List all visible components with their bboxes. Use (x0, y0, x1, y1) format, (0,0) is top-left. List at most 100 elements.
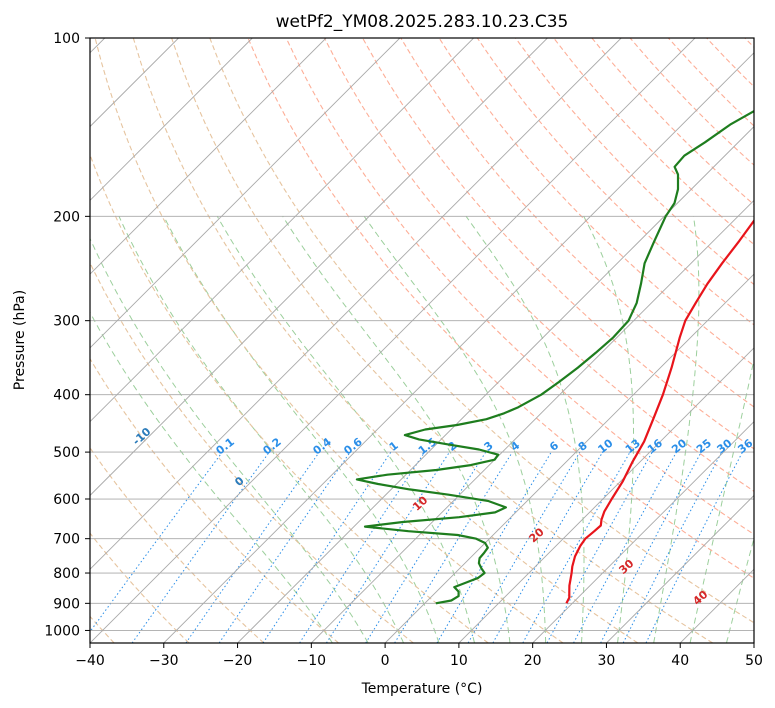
isotherm-line (606, 494, 754, 643)
isotherm-line (90, 38, 401, 349)
moist-adiabat-line (465, 216, 585, 643)
mixing-ratio-label: 36 (735, 436, 755, 456)
dry-adiabat-line (90, 532, 190, 643)
mixing-ratio-label: 30 (715, 436, 735, 456)
mixing-ratio-label: 6 (547, 439, 561, 454)
mixing-ratio-line (262, 451, 392, 643)
moist-adiabat-line (726, 536, 754, 643)
isotherms (90, 38, 754, 643)
mixing-ratio-line (131, 451, 270, 643)
isotherm-line (237, 125, 754, 643)
y-tick-label: 300 (53, 314, 80, 330)
x-tick-label: −20 (223, 653, 253, 669)
moist-adiabat-line (282, 216, 511, 643)
dry-adiabat-line (171, 38, 713, 643)
isotherm-line (532, 421, 754, 643)
isobars (90, 38, 754, 631)
mixing-ratio-label: 0.4 (310, 435, 334, 457)
mixing-ratio-label: 20 (669, 436, 689, 456)
dry-adiabat-line (438, 38, 754, 367)
y-tick-label: 900 (53, 596, 80, 612)
profiles (355, 109, 754, 605)
plot-frame (89, 37, 755, 644)
moist-adiabats (90, 216, 754, 643)
isotherm-line (753, 642, 754, 643)
mixing-ratio-line (90, 451, 223, 633)
dry-adiabat-line (132, 38, 639, 643)
moist-adiabat-label: 40 (690, 588, 710, 608)
isotherm-line (311, 199, 754, 643)
mixing-ratio-label: 0.1 (214, 435, 237, 457)
dry-adiabat-line (90, 357, 339, 643)
dry-adiabat-label: -30 (0, 370, 4, 393)
y-tick-label: 700 (53, 532, 80, 548)
isotherm-line (90, 38, 253, 201)
x-axis-ticks: −40 −30 −20 −10 0 10 20 30 40 50 (75, 643, 763, 669)
mixing-ratio-line (622, 451, 723, 643)
isotherm-line (90, 38, 622, 570)
y-tick-label: 100 (53, 31, 80, 47)
moist-adiabat-label: 30 (616, 557, 636, 577)
moist-adiabat-line (689, 357, 754, 643)
x-tick-label: 10 (450, 653, 468, 669)
dry-adiabat-line (90, 261, 414, 643)
mixing-ratio-line (645, 451, 743, 643)
dry-adiabat-line (667, 38, 754, 127)
dry-adiabat-line (744, 38, 754, 49)
dry-adiabat-line (94, 38, 564, 643)
isotherm-line (90, 38, 327, 275)
x-axis-label: Temperature (°C) (361, 681, 483, 697)
moist-adiabat-label: 20 (527, 525, 547, 545)
mixing-ratio-label: 8 (576, 439, 590, 454)
x-tick-label: 50 (745, 653, 763, 669)
moist-adiabat-line (118, 216, 405, 643)
mixing-ratio-line (573, 451, 677, 643)
y-tick-label: 600 (53, 492, 80, 508)
mixing-ratio-label: 10 (595, 436, 615, 456)
chart-title: wetPf2_YM08.2025.283.10.23.C35 (276, 12, 569, 32)
mixing-ratio-line (436, 451, 552, 643)
dry-adiabat-line (90, 153, 489, 643)
mixing-ratio-label: 0.2 (260, 435, 283, 457)
x-tick-label: 0 (381, 653, 390, 669)
moist-adiabat-label: 10 (410, 493, 430, 513)
isotherm-line (90, 38, 548, 497)
y-tick-label: 500 (53, 445, 80, 461)
moist-adiabat-line (163, 216, 440, 643)
dry-adiabat-line (706, 38, 754, 88)
mixing-ratio-line (394, 451, 513, 643)
mixing-ratio-label: 4 (508, 439, 522, 454)
dry-adiabat-label: -10 (130, 425, 154, 448)
mixing-ratio-line (600, 451, 702, 643)
mixing-ratio-lines (90, 451, 743, 643)
dry-adiabat-line (323, 38, 754, 492)
y-tick-label: 800 (53, 566, 80, 582)
moist-adiabat-line (90, 311, 333, 643)
isotherm-line (458, 347, 754, 643)
mixing-ratio-label: 1 (387, 439, 401, 454)
y-axis-ticks: 100 200 300 400 500 600 700 800 900 1000 (44, 31, 90, 639)
dewpoint-profile-line (355, 109, 754, 605)
isotherm-line (384, 273, 754, 643)
dry-adiabat-label: 0 (232, 474, 247, 489)
dry-adiabat-line (90, 446, 265, 643)
mixing-ratio-line (325, 451, 450, 643)
mixing-ratio-label: 25 (694, 437, 714, 457)
dry-adiabat-line (209, 38, 754, 624)
mixing-ratio-line (546, 451, 653, 643)
isotherm-line (90, 38, 696, 643)
dry-adiabat-line (362, 38, 754, 450)
x-tick-label: 30 (598, 653, 616, 669)
dry-adiabats (90, 38, 754, 643)
moist-adiabat-line (583, 216, 635, 643)
isotherm-line (90, 38, 474, 423)
temperature-profile-line (565, 218, 754, 604)
x-tick-label: 20 (524, 653, 542, 669)
isotherm-line (163, 52, 754, 643)
moist-adiabat-line (90, 237, 369, 643)
mixing-ratio-line (299, 451, 426, 643)
mixing-ratio-label: 0.6 (341, 435, 365, 457)
mixing-ratio-line (218, 451, 351, 643)
y-tick-label: 400 (53, 388, 80, 404)
